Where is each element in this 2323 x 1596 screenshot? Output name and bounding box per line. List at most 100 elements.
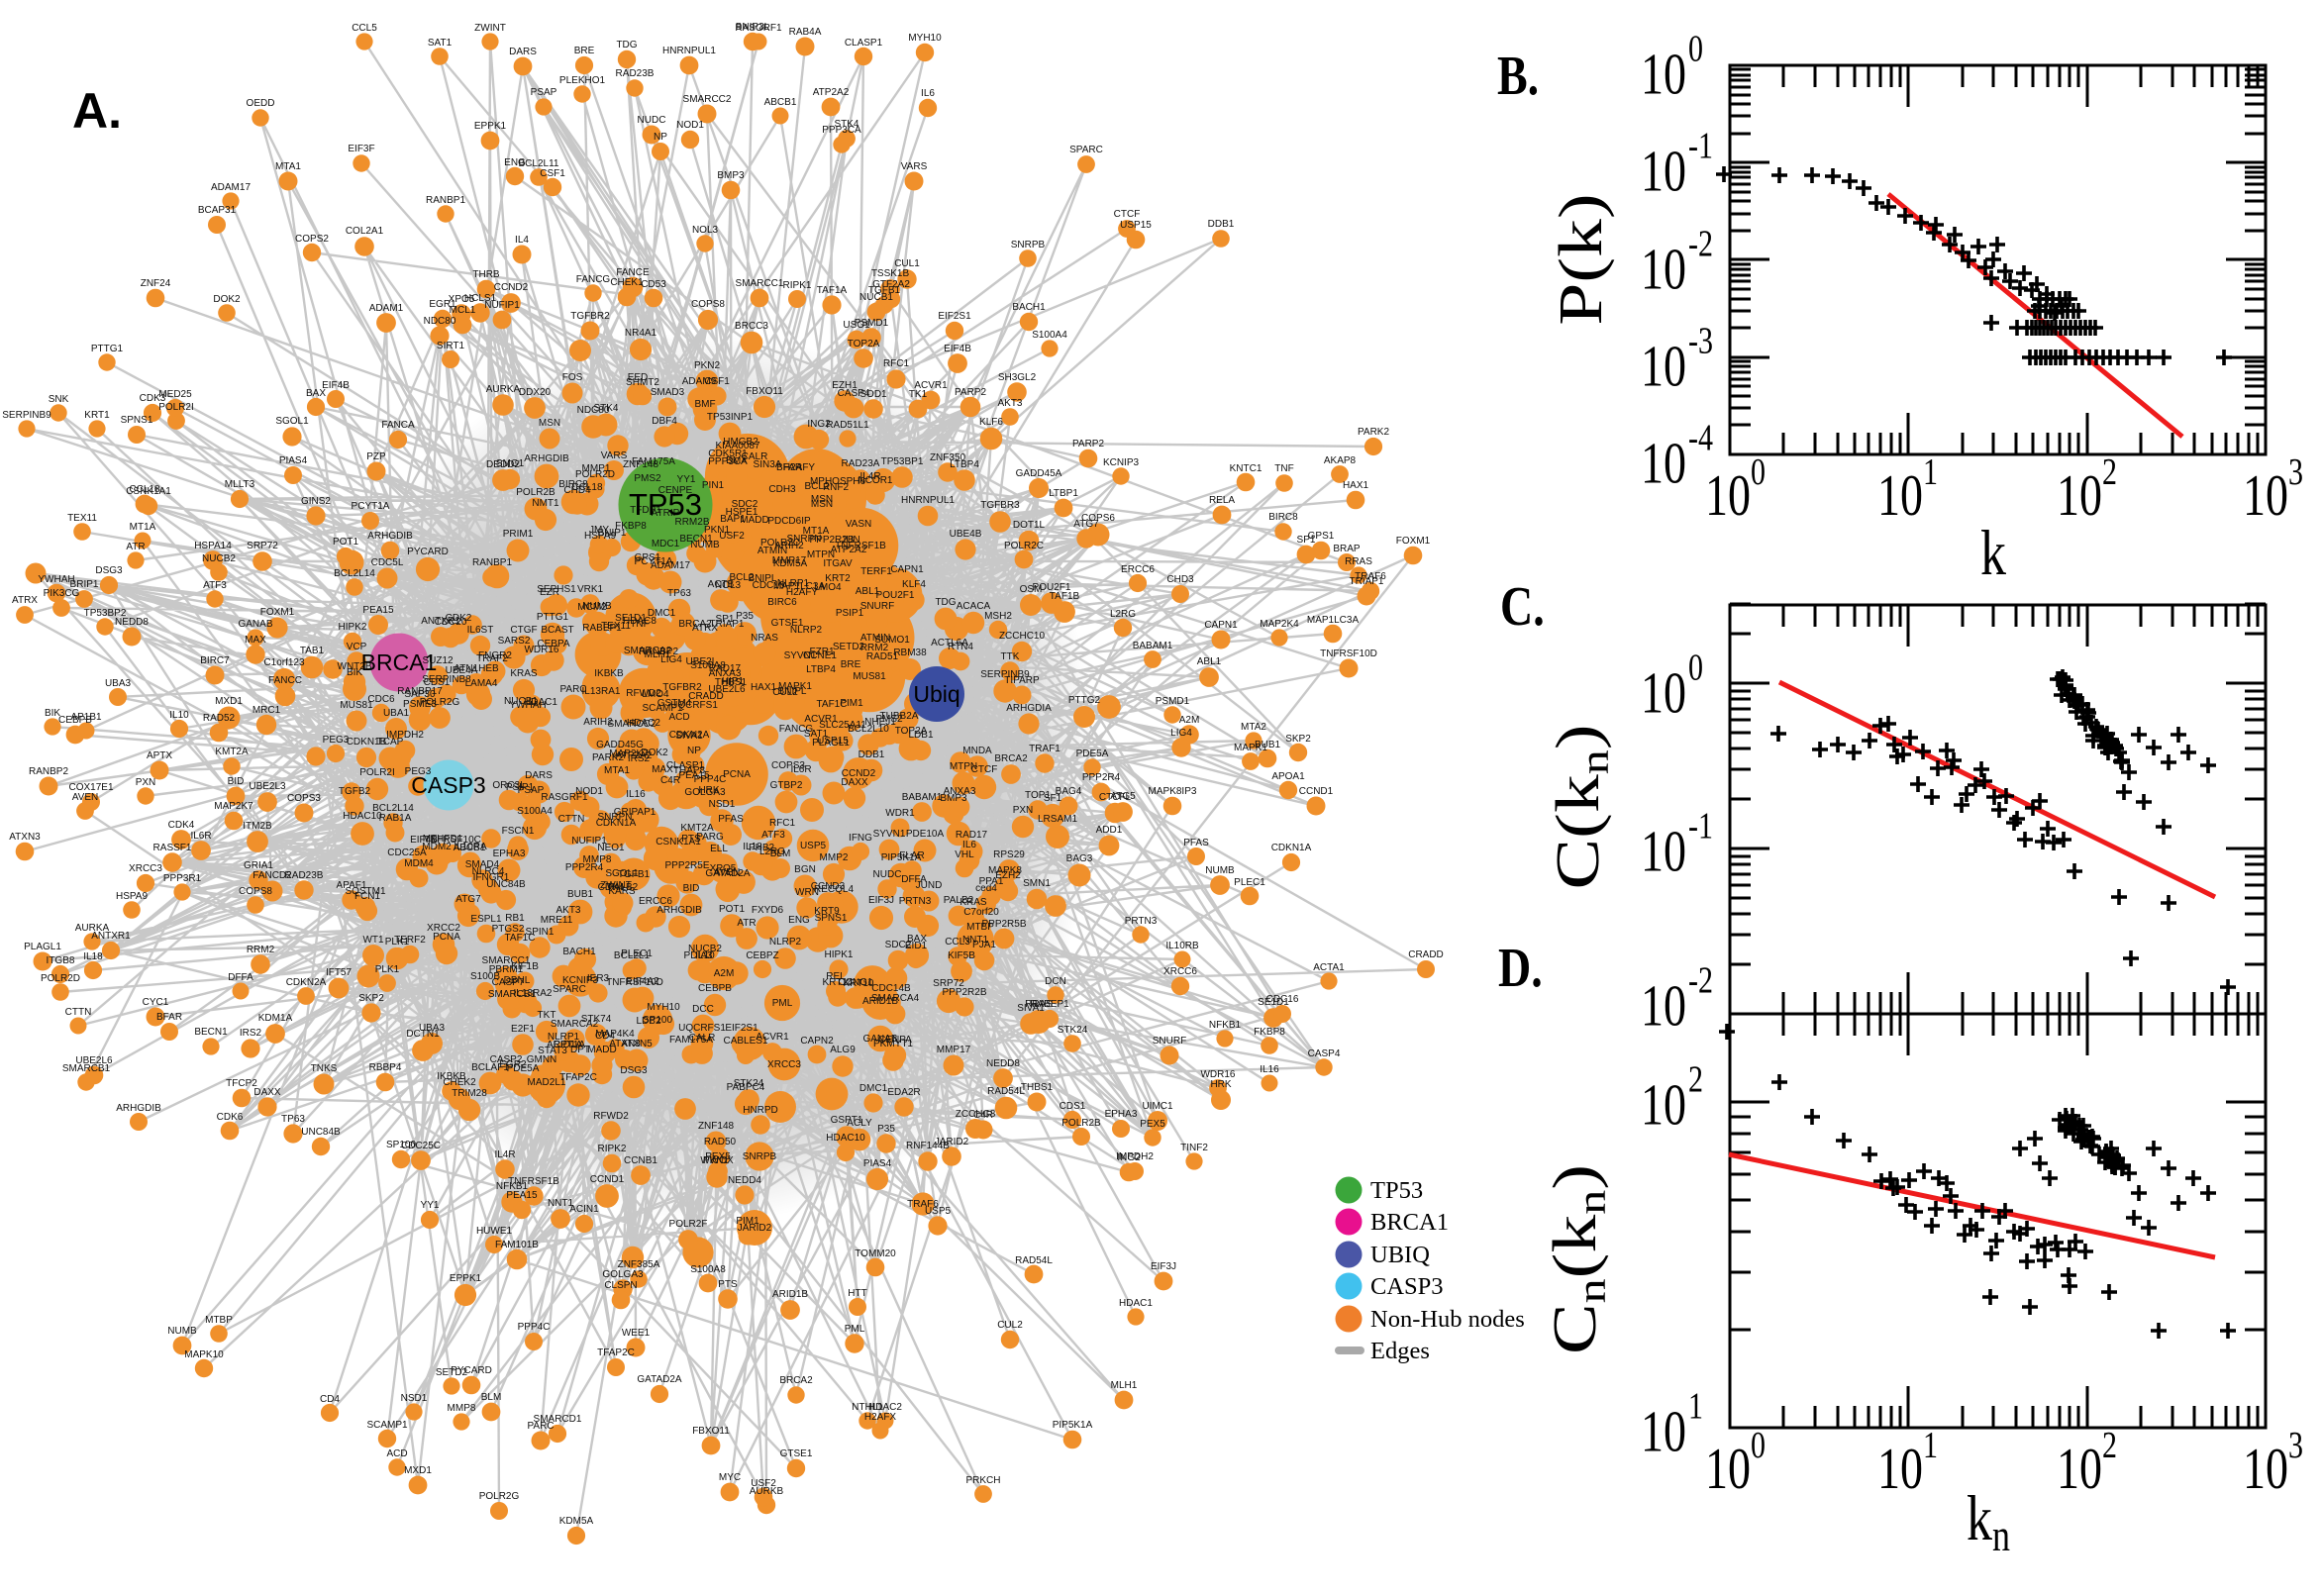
svg-text:10: 10 xyxy=(1641,661,1686,726)
svg-text:NUCB1: NUCB1 xyxy=(504,696,538,707)
svg-text:KRT14: KRT14 xyxy=(823,977,854,988)
svg-text:CDS1: CDS1 xyxy=(424,677,451,688)
svg-text:TP53INP1: TP53INP1 xyxy=(707,412,754,423)
svg-text:UBE2L6: UBE2L6 xyxy=(75,1055,113,1066)
svg-text:SPNS1: SPNS1 xyxy=(815,913,848,924)
svg-text:SF1: SF1 xyxy=(1044,793,1062,804)
svg-text:ATG7: ATG7 xyxy=(1073,519,1099,530)
svg-text:SETD2: SETD2 xyxy=(833,642,865,652)
svg-text:SRP72: SRP72 xyxy=(247,541,278,551)
svg-text:PDE5A: PDE5A xyxy=(507,1063,540,1074)
svg-text:KLF6: KLF6 xyxy=(979,417,1003,428)
svg-text:RABEP1: RABEP1 xyxy=(582,623,622,634)
svg-text:KMT2A: KMT2A xyxy=(680,823,714,834)
svg-text:DEDD2: DEDD2 xyxy=(486,459,520,470)
svg-text:CALR: CALR xyxy=(689,1033,716,1044)
svg-text:IL6: IL6 xyxy=(921,88,935,99)
svg-text:MADD: MADD xyxy=(740,515,768,526)
svg-text:CDC25A: CDC25A xyxy=(387,848,427,858)
svg-text:PSMD1: PSMD1 xyxy=(1156,696,1190,707)
svg-text:IL18: IL18 xyxy=(743,842,762,852)
svg-text:RAD52: RAD52 xyxy=(203,713,236,724)
svg-text:ATXN5: ATXN5 xyxy=(621,1039,653,1049)
svg-text:ATR: ATR xyxy=(737,918,756,929)
svg-text:BNIPL: BNIPL xyxy=(749,573,777,584)
svg-text:NMT1: NMT1 xyxy=(532,498,559,509)
svg-text:1: 1 xyxy=(1688,1385,1703,1427)
svg-text:HSPE1: HSPE1 xyxy=(726,507,758,518)
svg-text:CCNB1: CCNB1 xyxy=(624,1155,657,1166)
svg-text:RFC1: RFC1 xyxy=(883,358,910,369)
svg-text:PXN: PXN xyxy=(136,777,156,788)
svg-text:EIF3J: EIF3J xyxy=(868,895,894,906)
svg-text:ACD: ACD xyxy=(386,1448,407,1459)
svg-text:ACIN1: ACIN1 xyxy=(569,1204,599,1215)
svg-text:MAP2K7: MAP2K7 xyxy=(214,801,253,812)
svg-text:BRE: BRE xyxy=(574,46,595,56)
svg-text:FANCG: FANCG xyxy=(576,274,611,285)
svg-text:10: 10 xyxy=(1641,820,1686,884)
svg-text:CDC20: CDC20 xyxy=(435,617,467,628)
svg-text:EIF3F: EIF3F xyxy=(348,144,374,154)
svg-text:ZNF148: ZNF148 xyxy=(698,1121,735,1132)
svg-text:CTCF: CTCF xyxy=(1114,209,1141,220)
svg-text:SDC2: SDC2 xyxy=(732,499,758,510)
svg-text:PMS2: PMS2 xyxy=(875,714,903,725)
svg-text:NUDC: NUDC xyxy=(873,869,902,880)
svg-text:NUMB: NUMB xyxy=(1205,865,1235,876)
svg-text:CCL18: CCL18 xyxy=(571,482,603,493)
svg-text:ANXA3: ANXA3 xyxy=(709,668,742,679)
svg-text:HDAC2: HDAC2 xyxy=(868,1402,902,1413)
svg-text:MUS81: MUS81 xyxy=(853,671,886,682)
svg-text:RAD50: RAD50 xyxy=(704,1137,737,1147)
svg-text:USF2: USF2 xyxy=(719,531,745,542)
svg-text:KRT1: KRT1 xyxy=(84,410,110,421)
svg-text:NNT1: NNT1 xyxy=(962,935,989,946)
svg-text:TNKS: TNKS xyxy=(311,1063,338,1074)
svg-text:UBE4B: UBE4B xyxy=(950,529,982,540)
svg-text:PLAGL1: PLAGL1 xyxy=(24,942,61,952)
svg-text:THAP8: THAP8 xyxy=(673,765,706,776)
svg-text:10: 10 xyxy=(2057,1438,2102,1502)
svg-text:MAPK1: MAPK1 xyxy=(778,681,812,692)
svg-text:DBNL: DBNL xyxy=(504,975,531,986)
svg-text:NEO1: NEO1 xyxy=(597,843,625,853)
svg-text:SAT1: SAT1 xyxy=(428,38,453,49)
svg-text:CASP2: CASP2 xyxy=(490,1054,523,1065)
svg-text:CSNK1A1: CSNK1A1 xyxy=(656,837,701,848)
svg-text:SMARCA2: SMARCA2 xyxy=(551,1019,599,1030)
svg-text:RELA: RELA xyxy=(1209,495,1235,506)
svg-text:PALB2: PALB2 xyxy=(608,882,639,893)
svg-text:GADD45G: GADD45G xyxy=(596,740,644,750)
svg-text:RAD17: RAD17 xyxy=(956,830,988,841)
svg-text:PFAS: PFAS xyxy=(1183,838,1209,848)
svg-text:UIMC1: UIMC1 xyxy=(1142,1101,1173,1112)
svg-text:ORC3L: ORC3L xyxy=(492,780,526,791)
svg-text:ADAM17: ADAM17 xyxy=(211,182,251,193)
svg-text:PZP: PZP xyxy=(366,451,386,462)
svg-text:ARIH2: ARIH2 xyxy=(583,717,613,728)
svg-text:CASP3: CASP3 xyxy=(1370,1273,1444,1300)
svg-text:LIG4: LIG4 xyxy=(1170,728,1192,739)
svg-text:TRAF1: TRAF1 xyxy=(1029,744,1060,754)
svg-text:CEBPB: CEBPB xyxy=(698,983,732,994)
svg-text:BACH1: BACH1 xyxy=(562,947,596,957)
svg-text:MT1A: MT1A xyxy=(803,526,830,537)
svg-text:S100A4: S100A4 xyxy=(517,806,553,817)
svg-text:RAD23B: RAD23B xyxy=(616,68,655,79)
svg-text:PARC: PARC xyxy=(559,684,586,695)
svg-text:2: 2 xyxy=(1688,1058,1703,1100)
svg-text:MADD: MADD xyxy=(587,1045,616,1055)
svg-text:BRAP: BRAP xyxy=(1333,544,1361,554)
svg-text:NEDD8: NEDD8 xyxy=(115,617,149,628)
svg-text:AURKA: AURKA xyxy=(486,384,521,395)
svg-text:USP5: USP5 xyxy=(800,841,827,851)
svg-text:RANBP2: RANBP2 xyxy=(29,766,68,777)
svg-text:PIK3CG: PIK3CG xyxy=(44,588,80,599)
svg-text:BNIPL: BNIPL xyxy=(778,686,807,697)
svg-text:S100A8: S100A8 xyxy=(690,660,726,671)
svg-text:ARID1A: ARID1A xyxy=(547,1040,582,1050)
svg-text:ERCC6: ERCC6 xyxy=(1121,564,1155,575)
svg-text:NEDD4: NEDD4 xyxy=(728,1175,761,1186)
svg-text:CDK4: CDK4 xyxy=(168,820,195,831)
